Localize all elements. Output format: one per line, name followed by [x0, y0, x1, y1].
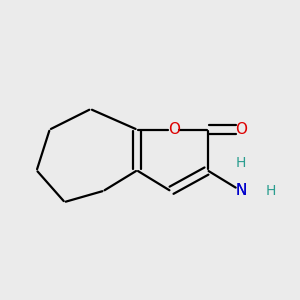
Text: O: O — [168, 122, 180, 137]
Text: N: N — [235, 183, 247, 198]
Text: N: N — [235, 183, 247, 198]
Text: O: O — [235, 122, 247, 137]
Text: H: H — [265, 184, 275, 198]
Text: H: H — [236, 156, 246, 170]
